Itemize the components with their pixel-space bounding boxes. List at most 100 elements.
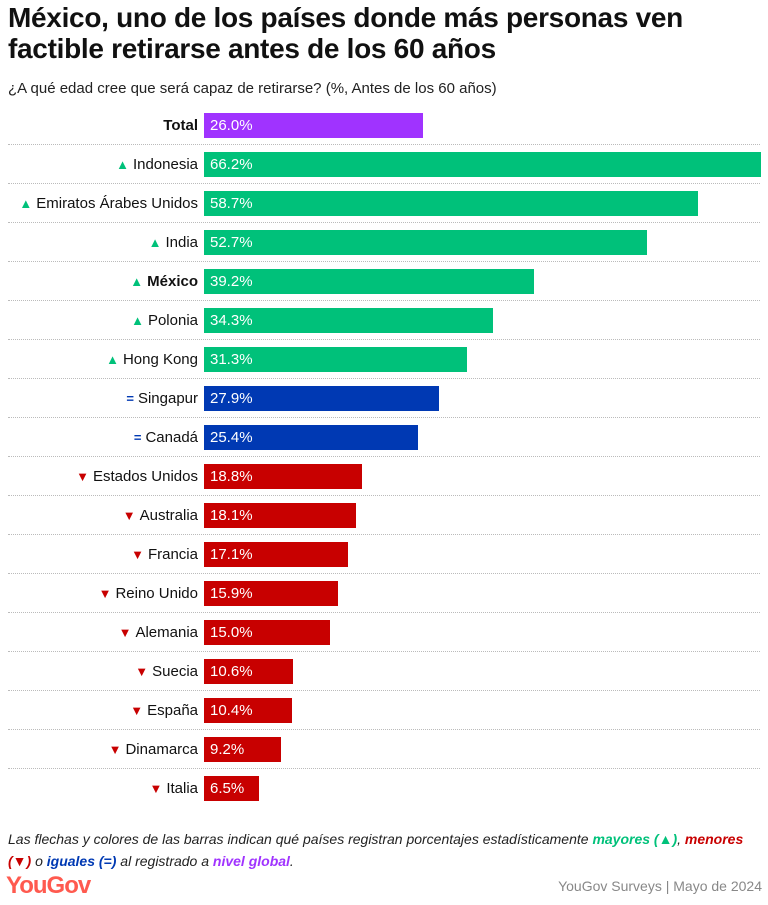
category-text: Singapur <box>137 390 198 407</box>
category-text: Italia <box>166 780 198 797</box>
bar <box>204 737 282 762</box>
bar <box>204 152 761 177</box>
note-text: Las flechas y colores de las barras indi… <box>8 831 593 847</box>
equals-icon: = <box>126 391 134 406</box>
triangle-up-icon: ▲ <box>19 196 33 211</box>
chart-row: ▲ Polonia 34.3% <box>8 301 760 340</box>
yougov-logo: YouGov <box>6 872 91 899</box>
bar <box>204 776 259 801</box>
category-label: ▲ México <box>130 269 198 294</box>
category-text: India <box>165 234 198 251</box>
bar <box>204 503 357 528</box>
triangle-down-icon: ▼ <box>76 469 89 484</box>
bar <box>204 425 418 450</box>
data-label: 6.5% <box>210 780 245 797</box>
category-text: Francia <box>147 546 198 563</box>
category-label: ▼ España <box>130 698 198 723</box>
equals-icon: = <box>133 430 142 445</box>
category-text: Dinamarca <box>125 741 198 758</box>
category-text: Estados Unidos <box>92 468 198 485</box>
category-label: ▲ Emiratos Árabes Unidos <box>19 191 198 216</box>
footnote: Las flechas y colores de las barras indi… <box>8 828 763 872</box>
category-label: ▼ Australia <box>123 503 198 528</box>
note-higher: mayores (▲) <box>592 831 678 847</box>
category-label: ▼ Suecia <box>135 659 198 684</box>
category-label: ▼ Alemania <box>119 620 198 645</box>
category-text: Indonesia <box>132 156 198 173</box>
category-text: Hong Kong <box>122 351 198 368</box>
bar <box>204 308 493 333</box>
data-label: 58.7% <box>210 195 253 212</box>
data-label: 18.8% <box>210 468 253 485</box>
triangle-up-icon: ▲ <box>131 313 144 328</box>
chart-subtitle: ¿A qué edad cree que será capaz de retir… <box>8 80 497 97</box>
category-label: = Singapur <box>126 386 198 411</box>
category-label: ▲ Indonesia <box>116 152 198 177</box>
chart-row: ▼ Estados Unidos 18.8% <box>8 457 760 496</box>
category-text: Alemania <box>135 624 198 641</box>
triangle-down-icon: ▼ <box>130 703 144 718</box>
row-divider <box>8 573 760 574</box>
row-divider <box>8 144 760 145</box>
chart-row: ▼ Francia 17.1% <box>8 535 760 574</box>
note-equal: iguales (=) <box>46 853 117 869</box>
data-label: 9.2% <box>210 741 245 758</box>
data-label: 27.9% <box>210 390 253 407</box>
category-text: Total <box>163 117 198 134</box>
chart-row: ▼ Italia 6.5% <box>8 769 760 808</box>
bar <box>204 620 331 645</box>
row-divider <box>8 300 760 301</box>
bar <box>204 347 468 372</box>
category-text: España <box>147 702 198 719</box>
category-label: ▼ Francia <box>131 542 198 567</box>
row-divider <box>8 339 760 340</box>
chart-row: ▼ Suecia 10.6% <box>8 652 760 691</box>
category-label: ▼ Estados Unidos <box>76 464 198 489</box>
data-label: 17.1% <box>210 546 253 563</box>
chart-row: ▼ España 10.4% <box>8 691 760 730</box>
note-end: . <box>289 853 294 869</box>
chart-row: Total 26.0% <box>8 106 760 145</box>
data-label: 39.2% <box>210 273 253 290</box>
chart-row: = Canadá 25.4% <box>8 418 760 457</box>
triangle-down-icon: ▼ <box>118 625 132 640</box>
chart-row: ▼ Alemania 15.0% <box>8 613 760 652</box>
row-divider <box>8 456 760 457</box>
note-text: o <box>31 853 47 869</box>
row-divider <box>8 378 760 379</box>
category-label: ▼ Reino Unido <box>99 581 198 606</box>
category-label: ▼ Dinamarca <box>109 737 198 762</box>
row-divider <box>8 183 760 184</box>
row-divider <box>8 768 760 769</box>
category-text: Polonia <box>147 312 198 329</box>
source: YouGov Surveys | Mayo de 2024 <box>558 878 762 894</box>
row-divider <box>8 612 760 613</box>
chart-row: ▲ Indonesia 66.2% <box>8 145 761 184</box>
data-label: 18.1% <box>210 507 253 524</box>
bar <box>204 542 348 567</box>
category-text: Canadá <box>145 429 198 446</box>
chart-row: ▲ Hong Kong 31.3% <box>8 340 760 379</box>
row-divider <box>8 222 760 223</box>
bar <box>204 230 648 255</box>
data-label: 15.0% <box>210 624 253 641</box>
category-text: México <box>147 273 198 290</box>
bar <box>204 191 698 216</box>
row-divider <box>8 534 760 535</box>
category-label: = Canadá <box>134 425 198 450</box>
category-text: Australia <box>139 507 198 524</box>
category-text: Suecia <box>152 663 198 680</box>
data-label: 34.3% <box>210 312 253 329</box>
row-divider <box>8 417 760 418</box>
category-text: Emiratos Árabes Unidos <box>36 195 198 212</box>
bar <box>204 386 439 411</box>
data-label: 66.2% <box>210 156 253 173</box>
triangle-down-icon: ▼ <box>149 781 163 796</box>
triangle-up-icon: ▲ <box>106 352 119 367</box>
category-label: ▲ India <box>149 230 198 255</box>
row-divider <box>8 690 760 691</box>
bar <box>204 464 363 489</box>
data-label: 10.6% <box>210 663 253 680</box>
data-label: 15.9% <box>210 585 253 602</box>
chart-row: ▼ Dinamarca 9.2% <box>8 730 760 769</box>
